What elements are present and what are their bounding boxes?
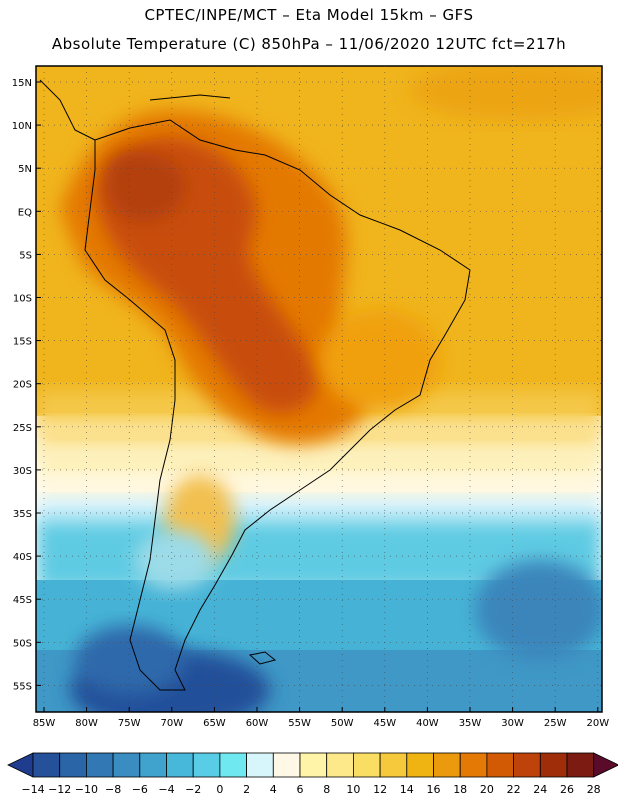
colorbar-swatch xyxy=(539,752,568,778)
colorbar-swatch xyxy=(379,752,408,778)
colorbar-swatch xyxy=(352,752,381,778)
colorbar-label: −4 xyxy=(158,783,174,796)
lon-label: 40W xyxy=(416,718,439,729)
colorbar-label: −12 xyxy=(48,783,71,796)
colorbar-label: 28 xyxy=(587,783,601,796)
colorbar-swatch xyxy=(272,752,301,778)
colorbar-label: 8 xyxy=(323,783,330,796)
colorbar-label: 4 xyxy=(270,783,277,796)
lat-label: 25S xyxy=(13,423,32,434)
longitude-axis: 85W 80W 75W 70W 65W 60W 55W 50W 45W 40W 35W 30W 25W 2… xyxy=(33,707,609,729)
lat-label: 35S xyxy=(13,509,32,520)
lat-label: 10S xyxy=(13,294,32,305)
lat-label: 10N xyxy=(12,121,32,132)
lat-label: 45S xyxy=(13,595,32,606)
lat-label: 5N xyxy=(18,164,32,175)
colorbar-label: 22 xyxy=(507,783,521,796)
lon-label: 65W xyxy=(203,718,226,729)
colorbar-swatch xyxy=(219,752,247,778)
lat-label: 55S xyxy=(13,681,32,692)
colorbar-label: −8 xyxy=(105,783,121,796)
colorbar-label: 10 xyxy=(346,783,360,796)
colorbar-label: 12 xyxy=(373,783,387,796)
colorbar-swatch xyxy=(59,752,87,778)
colorbar-swatch xyxy=(326,752,354,778)
lon-label: 45W xyxy=(373,718,396,729)
colorbar-label: 0 xyxy=(216,783,223,796)
lon-label: 50W xyxy=(331,718,354,729)
colorbar-swatch xyxy=(246,752,274,778)
colorbar-label: −10 xyxy=(75,783,98,796)
lat-label: 5S xyxy=(19,250,32,261)
colorbar-label: 20 xyxy=(480,783,494,796)
colorbar-label: −6 xyxy=(132,783,148,796)
colorbar-swatch xyxy=(433,752,461,778)
colorbar-label: 26 xyxy=(560,783,574,796)
colorbar-label: 16 xyxy=(427,783,441,796)
coastline xyxy=(39,79,471,691)
map-frame xyxy=(35,65,603,713)
lat-label: 30S xyxy=(13,466,32,477)
colorbar-arrow-right xyxy=(593,752,618,778)
lon-label: 70W xyxy=(160,718,183,729)
title-line-1: CPTEC/INPE/MCT – Eta Model 15km – GFS xyxy=(144,6,474,24)
colorbar-label: −14 xyxy=(21,783,44,796)
lat-label: 15S xyxy=(13,337,32,348)
lon-label: 35W xyxy=(459,718,482,729)
colorbar-label: 2 xyxy=(243,783,250,796)
colorbar-label: 18 xyxy=(453,783,467,796)
lat-label: 50S xyxy=(13,638,32,649)
lon-label: 20W xyxy=(586,718,609,729)
colorbar-swatch xyxy=(192,752,221,778)
lon-label: 80W xyxy=(75,718,98,729)
colorbar-swatch xyxy=(139,752,167,778)
colorbar-arrow-left xyxy=(7,752,34,778)
colorbar-label: 24 xyxy=(533,783,547,796)
colorbar-swatch xyxy=(513,752,541,778)
colorbar-swatch xyxy=(166,752,194,778)
colorbar-swatch xyxy=(86,752,114,778)
colorbar-label: 14 xyxy=(400,783,414,796)
colorbar-label: 6 xyxy=(297,783,304,796)
colorbar-swatch xyxy=(406,752,434,778)
lat-label: 20S xyxy=(13,380,32,391)
lon-label: 55W xyxy=(288,718,311,729)
colorbar-swatch xyxy=(566,752,595,778)
colorbar-label: −2 xyxy=(185,783,201,796)
gridlines xyxy=(36,66,602,712)
colorbar-swatch xyxy=(32,752,61,778)
lat-label: 40S xyxy=(13,552,32,563)
colorbar-swatch xyxy=(112,752,141,778)
lon-label: 75W xyxy=(118,718,141,729)
temperature-field xyxy=(36,66,602,712)
title-line-2: Absolute Temperature (C) 850hPa – 11/06/… xyxy=(51,35,567,53)
lon-label: 60W xyxy=(246,718,269,729)
colorbar-swatch xyxy=(459,752,488,778)
lon-label: 25W xyxy=(544,718,567,729)
colorbar-swatch xyxy=(299,752,328,778)
lon-label: 30W xyxy=(501,718,524,729)
latitude-axis: 15N 10N 5N EQ 5S 10S 15S 20S 25S 30S 35S 40S 45S 50S 5… xyxy=(12,78,41,692)
colorbar-swatch xyxy=(486,752,514,778)
colorbar: −14 −12 −10 −8 −6 −4 −2 0 2 4 6 8 10 12 14 16 18 20 22 24 26… xyxy=(7,752,618,796)
lat-label: EQ xyxy=(18,207,32,218)
lon-label: 85W xyxy=(33,718,56,729)
lat-label: 15N xyxy=(12,78,32,89)
